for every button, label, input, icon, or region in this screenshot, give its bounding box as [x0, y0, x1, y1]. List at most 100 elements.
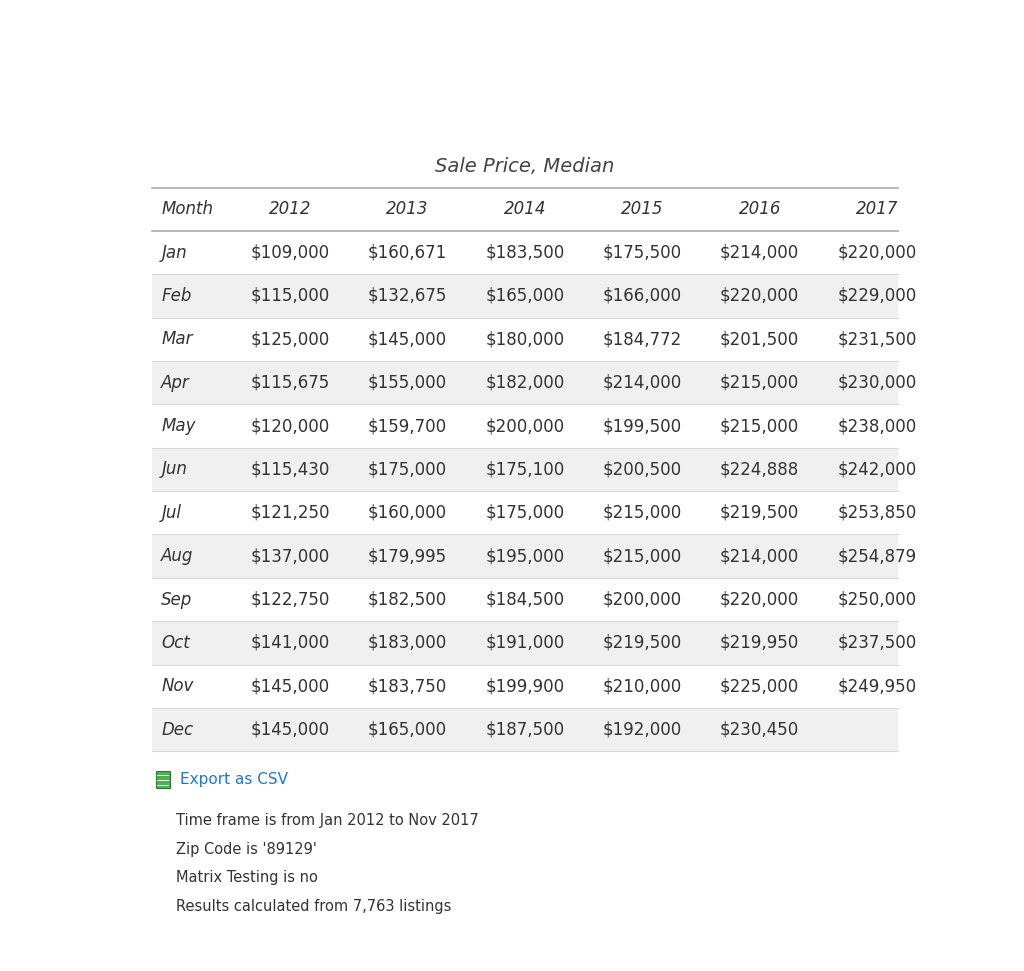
Text: May: May: [162, 418, 196, 435]
Text: $214,000: $214,000: [720, 547, 800, 565]
Text: Time frame is from Jan 2012 to Nov 2017: Time frame is from Jan 2012 to Nov 2017: [176, 814, 478, 828]
Text: $179,995: $179,995: [368, 547, 446, 565]
Text: Zip Code is '89129': Zip Code is '89129': [176, 842, 316, 856]
Text: $159,700: $159,700: [368, 418, 446, 435]
Text: $183,750: $183,750: [368, 677, 446, 695]
Text: 2012: 2012: [268, 200, 311, 218]
Text: Dec: Dec: [162, 720, 194, 739]
Text: Month: Month: [162, 200, 213, 218]
Text: $220,000: $220,000: [838, 244, 916, 261]
Text: $182,000: $182,000: [485, 374, 564, 391]
Text: $230,450: $230,450: [720, 720, 800, 739]
Text: $237,500: $237,500: [838, 634, 916, 652]
Text: $175,500: $175,500: [603, 244, 682, 261]
Text: $175,000: $175,000: [368, 460, 446, 479]
Text: $253,850: $253,850: [838, 504, 916, 521]
Text: $238,000: $238,000: [838, 418, 916, 435]
Text: $192,000: $192,000: [603, 720, 682, 739]
Bar: [152, 621, 898, 664]
Text: Sep: Sep: [162, 590, 193, 609]
Text: $145,000: $145,000: [368, 330, 446, 349]
Text: $183,500: $183,500: [485, 244, 564, 261]
Text: 2016: 2016: [738, 200, 781, 218]
Bar: [152, 361, 898, 404]
Text: $224,888: $224,888: [720, 460, 800, 479]
Bar: [156, 772, 170, 787]
Bar: [152, 404, 898, 448]
Text: $231,500: $231,500: [838, 330, 916, 349]
Bar: [152, 231, 898, 274]
Text: $187,500: $187,500: [485, 720, 564, 739]
Text: $199,900: $199,900: [485, 677, 564, 695]
Text: $155,000: $155,000: [368, 374, 446, 391]
Text: $229,000: $229,000: [838, 287, 916, 305]
Text: $132,675: $132,675: [368, 287, 447, 305]
Text: 2017: 2017: [856, 200, 898, 218]
Text: $115,430: $115,430: [250, 460, 330, 479]
Text: $184,772: $184,772: [603, 330, 682, 349]
Text: Mar: Mar: [162, 330, 193, 349]
Text: Oct: Oct: [162, 634, 190, 652]
Text: $225,000: $225,000: [720, 677, 800, 695]
Text: 2014: 2014: [504, 200, 546, 218]
Text: $180,000: $180,000: [485, 330, 564, 349]
Text: $200,500: $200,500: [603, 460, 682, 479]
Text: $219,500: $219,500: [603, 634, 682, 652]
Text: Apr: Apr: [162, 374, 190, 391]
Text: $160,671: $160,671: [368, 244, 446, 261]
Text: $214,000: $214,000: [720, 244, 800, 261]
Text: $195,000: $195,000: [485, 547, 564, 565]
Text: $182,500: $182,500: [368, 590, 446, 609]
Bar: [152, 708, 898, 752]
Text: $165,000: $165,000: [485, 287, 564, 305]
Text: $165,000: $165,000: [368, 720, 446, 739]
Text: $141,000: $141,000: [250, 634, 330, 652]
Text: $200,000: $200,000: [485, 418, 564, 435]
Text: $250,000: $250,000: [838, 590, 916, 609]
Text: $215,000: $215,000: [720, 374, 800, 391]
Text: $160,000: $160,000: [368, 504, 446, 521]
Bar: [152, 491, 898, 534]
Text: Aug: Aug: [162, 547, 194, 565]
Text: Sale Price, Median: Sale Price, Median: [435, 157, 614, 177]
Text: Jun: Jun: [162, 460, 187, 479]
Bar: [152, 448, 898, 491]
Text: $115,675: $115,675: [250, 374, 330, 391]
Bar: [152, 534, 898, 578]
Text: $219,950: $219,950: [720, 634, 800, 652]
Text: $215,000: $215,000: [720, 418, 800, 435]
Text: $220,000: $220,000: [720, 287, 800, 305]
Text: 2015: 2015: [621, 200, 664, 218]
Bar: [152, 318, 898, 361]
Text: Export as CSV: Export as CSV: [179, 772, 288, 787]
Text: Nov: Nov: [162, 677, 194, 695]
Text: $220,000: $220,000: [720, 590, 800, 609]
Text: $125,000: $125,000: [250, 330, 330, 349]
Text: $210,000: $210,000: [603, 677, 682, 695]
Text: $200,000: $200,000: [603, 590, 682, 609]
Text: Jan: Jan: [162, 244, 187, 261]
Text: $219,500: $219,500: [720, 504, 800, 521]
Text: Matrix Testing is no: Matrix Testing is no: [176, 870, 317, 886]
Bar: [152, 664, 898, 708]
Text: $175,000: $175,000: [485, 504, 564, 521]
Text: $249,950: $249,950: [838, 677, 916, 695]
Text: $121,250: $121,250: [250, 504, 330, 521]
Text: $214,000: $214,000: [603, 374, 682, 391]
Text: $199,500: $199,500: [603, 418, 682, 435]
Text: $115,000: $115,000: [250, 287, 330, 305]
Text: $175,100: $175,100: [485, 460, 564, 479]
Text: $215,000: $215,000: [603, 547, 682, 565]
Text: Feb: Feb: [162, 287, 191, 305]
Text: $145,000: $145,000: [250, 720, 330, 739]
Text: Jul: Jul: [162, 504, 181, 521]
Text: Results calculated from 7,763 listings: Results calculated from 7,763 listings: [176, 898, 451, 914]
Text: $145,000: $145,000: [250, 677, 330, 695]
Bar: [152, 274, 898, 318]
Text: $191,000: $191,000: [485, 634, 564, 652]
Text: $242,000: $242,000: [838, 460, 916, 479]
Text: $254,879: $254,879: [838, 547, 916, 565]
Text: $183,000: $183,000: [368, 634, 446, 652]
Text: $109,000: $109,000: [250, 244, 330, 261]
Text: $184,500: $184,500: [485, 590, 564, 609]
